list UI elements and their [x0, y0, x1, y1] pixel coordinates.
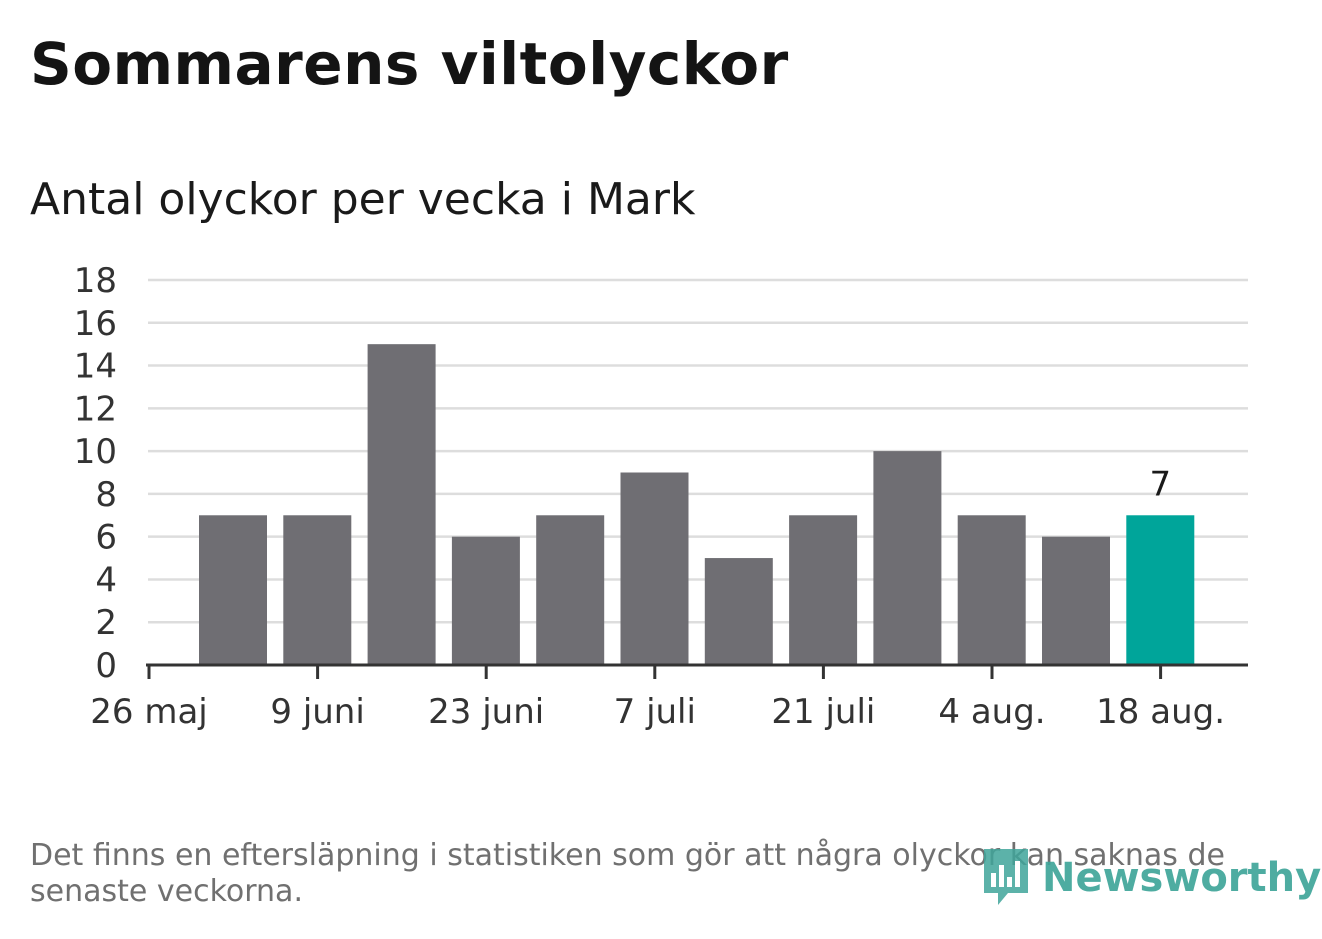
brand-name: Newsworthy: [1042, 855, 1322, 901]
bar-highlighted: [1126, 515, 1195, 665]
x-tick-label: 18 aug.: [1096, 692, 1225, 732]
x-tick-label: 4 aug.: [938, 692, 1045, 732]
y-tick-label: 14: [74, 347, 117, 387]
bar-value-label: 7: [1149, 464, 1171, 504]
chart-subtitle: Antal olyckor per vecka i Mark: [30, 174, 696, 225]
y-tick-label: 2: [95, 603, 117, 643]
y-tick-label: 0: [95, 646, 117, 686]
bar-chart-speech-icon: [980, 845, 1032, 911]
gridlines: [148, 278, 1248, 624]
x-tick-label: 9 juni: [270, 692, 364, 732]
bar: [283, 515, 352, 665]
x-tick-label: 23 juni: [428, 692, 544, 732]
bar: [789, 515, 858, 665]
y-tick-label: 12: [74, 389, 117, 429]
y-tick-label: 4: [95, 560, 117, 600]
x-axis: 26 maj 9 juni 23 juni 7 juli 21 juli 4 aug. 18…: [90, 663, 1248, 732]
y-tick-label: 16: [74, 304, 117, 344]
bar: [199, 515, 267, 665]
brand-logo: Newsworthy: [980, 846, 1321, 910]
x-tick-label: 7 juli: [614, 692, 696, 732]
x-tick-label: 21 juli: [771, 692, 875, 732]
bar: [620, 472, 689, 665]
chart-title: Sommarens viltolyckor: [30, 30, 789, 98]
x-tick-label: 26 maj: [90, 692, 207, 732]
bar: [451, 536, 520, 665]
y-tick-label: 10: [74, 432, 117, 472]
bar: [957, 515, 1026, 665]
bar: [873, 451, 942, 665]
data-labels: 7: [1149, 464, 1171, 504]
y-tick-label: 8: [95, 475, 117, 515]
bar: [1042, 536, 1110, 665]
y-tick-label: 6: [95, 518, 117, 558]
bar: [704, 558, 773, 665]
bars: [199, 344, 1195, 665]
bar: [536, 515, 605, 665]
y-tick-label: 18: [74, 261, 117, 301]
bar: [367, 344, 436, 665]
